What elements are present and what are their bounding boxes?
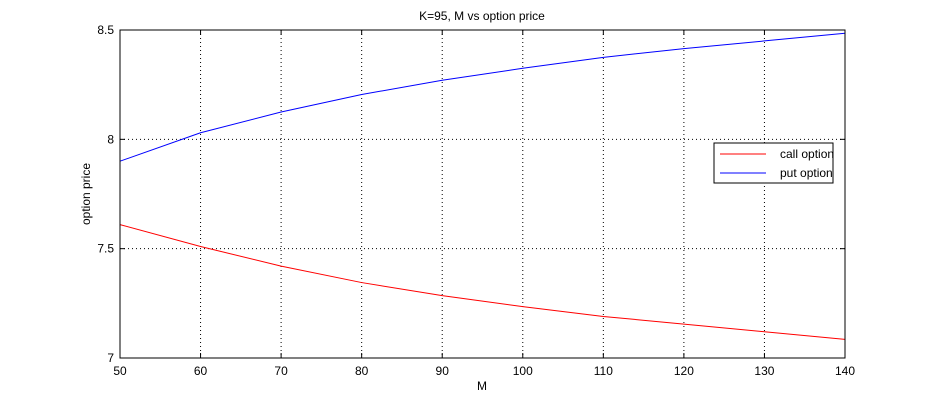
y-tick-labels: 7 7.5 8 8.5: [97, 23, 114, 365]
x-axis-label: M: [477, 379, 487, 393]
x-tick-label: 100: [513, 364, 533, 378]
x-tick-label: 70: [274, 364, 288, 378]
legend-box: [713, 142, 834, 184]
y-axis-label: option price: [79, 163, 93, 225]
y-tick-label: 8.5: [97, 23, 114, 37]
x-tick-label: 140: [835, 364, 855, 378]
plot-background: [120, 30, 845, 358]
series-lines: [119, 32, 846, 340]
series-line-put-option: [119, 32, 846, 162]
legend-label-call-option: call option: [780, 147, 834, 161]
chart-title: K=95, M vs option price: [419, 9, 545, 23]
x-tick-labels: 50 60 70 80 90 100 110 120 130 140: [113, 364, 855, 378]
x-tick-label: 90: [436, 364, 450, 378]
grid-lines: [120, 30, 845, 358]
y-tick-label: 8: [107, 132, 114, 146]
x-tick-label: 110: [594, 364, 613, 378]
plot-border: [119, 29, 846, 359]
x-tick-label: 60: [194, 364, 208, 378]
x-tick-label: 120: [674, 364, 694, 378]
x-tick-label: 50: [113, 364, 127, 378]
legend-label-put-option: put option: [780, 166, 833, 180]
x-tick-label: 130: [754, 364, 774, 378]
axis-ticks: [119, 29, 846, 359]
series-line-call-option: [119, 224, 846, 340]
y-tick-label: 7: [107, 351, 114, 365]
y-tick-label: 7.5: [97, 242, 114, 256]
legend: call option put option: [713, 142, 834, 184]
x-tick-label: 80: [355, 364, 369, 378]
